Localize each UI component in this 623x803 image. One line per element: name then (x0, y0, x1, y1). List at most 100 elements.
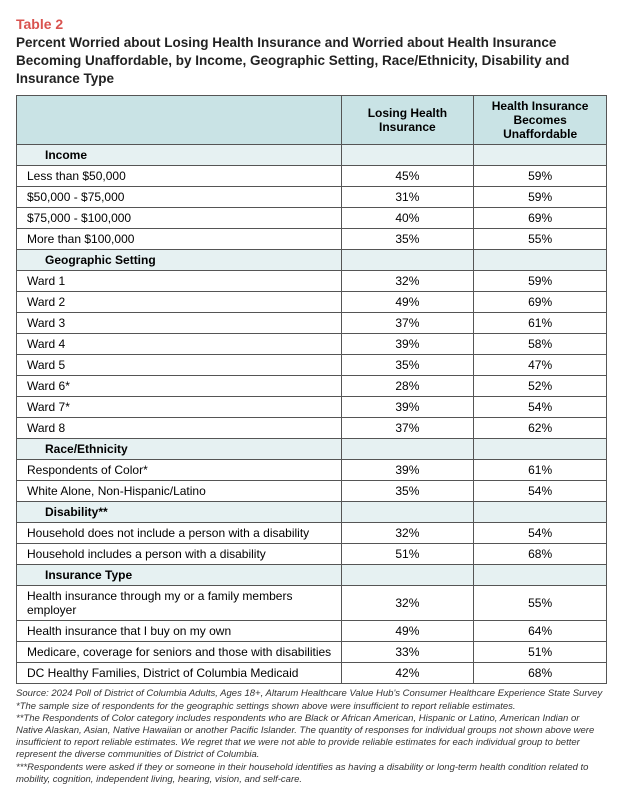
cell-value: 37% (341, 312, 474, 333)
row-label: Ward 4 (17, 333, 342, 354)
cell-value: 47% (474, 354, 607, 375)
footnote-line: **The Respondents of Color category incl… (16, 713, 607, 761)
table-label: Table 2 (16, 16, 607, 32)
table-row: Ward 132%59% (17, 270, 607, 291)
cell-value: 35% (341, 480, 474, 501)
cell-value: 31% (341, 186, 474, 207)
cell-value: 54% (474, 522, 607, 543)
section-name: Race/Ethnicity (17, 438, 342, 459)
cell-value: 61% (474, 312, 607, 333)
section-row: Race/Ethnicity (17, 438, 607, 459)
cell-value: 51% (474, 641, 607, 662)
table-row: DC Healthy Families, District of Columbi… (17, 662, 607, 683)
cell-value: 64% (474, 620, 607, 641)
table-row: White Alone, Non-Hispanic/Latino35%54% (17, 480, 607, 501)
row-label: Ward 6* (17, 375, 342, 396)
cell-value: 55% (474, 585, 607, 620)
section-empty (341, 501, 474, 522)
section-empty (341, 438, 474, 459)
section-row: Insurance Type (17, 564, 607, 585)
section-name: Insurance Type (17, 564, 342, 585)
section-name: Disability** (17, 501, 342, 522)
cell-value: 61% (474, 459, 607, 480)
table-row: Household includes a person with a disab… (17, 543, 607, 564)
section-name: Geographic Setting (17, 249, 342, 270)
cell-value: 39% (341, 459, 474, 480)
row-label: $50,000 - $75,000 (17, 186, 342, 207)
table-row: More than $100,00035%55% (17, 228, 607, 249)
cell-value: 51% (341, 543, 474, 564)
section-empty (474, 438, 607, 459)
footnotes: Source: 2024 Poll of District of Columbi… (16, 688, 607, 786)
cell-value: 45% (341, 165, 474, 186)
cell-value: 39% (341, 396, 474, 417)
section-empty (474, 564, 607, 585)
cell-value: 32% (341, 522, 474, 543)
row-label: Ward 3 (17, 312, 342, 333)
cell-value: 62% (474, 417, 607, 438)
cell-value: 68% (474, 543, 607, 564)
section-empty (341, 144, 474, 165)
cell-value: 39% (341, 333, 474, 354)
cell-value: 35% (341, 228, 474, 249)
section-empty (474, 501, 607, 522)
cell-value: 54% (474, 480, 607, 501)
table-row: Ward 535%47% (17, 354, 607, 375)
cell-value: 69% (474, 291, 607, 312)
row-label: Ward 7* (17, 396, 342, 417)
column-header-1: Health Insurance Becomes Unaffordable (474, 95, 607, 144)
cell-value: 59% (474, 186, 607, 207)
cell-value: 33% (341, 641, 474, 662)
footnote-line: Source: 2024 Poll of District of Columbi… (16, 688, 607, 700)
section-row: Income (17, 144, 607, 165)
row-label: Health insurance that I buy on my own (17, 620, 342, 641)
cell-value: 28% (341, 375, 474, 396)
table-row: Ward 439%58% (17, 333, 607, 354)
column-header-0: Losing Health Insurance (341, 95, 474, 144)
table-row: Ward 6*28%52% (17, 375, 607, 396)
section-name: Income (17, 144, 342, 165)
cell-value: 68% (474, 662, 607, 683)
table-row: Respondents of Color*39%61% (17, 459, 607, 480)
table-row: Household does not include a person with… (17, 522, 607, 543)
row-label: More than $100,000 (17, 228, 342, 249)
cell-value: 32% (341, 270, 474, 291)
footnote-line: *The sample size of respondents for the … (16, 701, 607, 713)
row-label: Ward 5 (17, 354, 342, 375)
cell-value: 58% (474, 333, 607, 354)
header-blank (17, 95, 342, 144)
section-empty (474, 249, 607, 270)
cell-value: 69% (474, 207, 607, 228)
data-table: Losing Health InsuranceHealth Insurance … (16, 95, 607, 684)
cell-value: 42% (341, 662, 474, 683)
section-empty (341, 564, 474, 585)
section-row: Disability** (17, 501, 607, 522)
table-row: Health insurance that I buy on my own49%… (17, 620, 607, 641)
table-row: Ward 249%69% (17, 291, 607, 312)
row-label: Ward 2 (17, 291, 342, 312)
table-row: Medicare, coverage for seniors and those… (17, 641, 607, 662)
cell-value: 49% (341, 291, 474, 312)
cell-value: 37% (341, 417, 474, 438)
table-row: Less than $50,00045%59% (17, 165, 607, 186)
table-row: Health insurance through my or a family … (17, 585, 607, 620)
section-empty (474, 144, 607, 165)
cell-value: 32% (341, 585, 474, 620)
cell-value: 59% (474, 165, 607, 186)
cell-value: 35% (341, 354, 474, 375)
cell-value: 40% (341, 207, 474, 228)
row-label: Ward 8 (17, 417, 342, 438)
row-label: White Alone, Non-Hispanic/Latino (17, 480, 342, 501)
table-row: $75,000 - $100,00040%69% (17, 207, 607, 228)
cell-value: 54% (474, 396, 607, 417)
cell-value: 59% (474, 270, 607, 291)
table-row: $50,000 - $75,00031%59% (17, 186, 607, 207)
cell-value: 49% (341, 620, 474, 641)
cell-value: 52% (474, 375, 607, 396)
table-row: Ward 7*39%54% (17, 396, 607, 417)
row-label: Medicare, coverage for seniors and those… (17, 641, 342, 662)
row-label: $75,000 - $100,000 (17, 207, 342, 228)
row-label: Ward 1 (17, 270, 342, 291)
row-label: Health insurance through my or a family … (17, 585, 342, 620)
section-row: Geographic Setting (17, 249, 607, 270)
